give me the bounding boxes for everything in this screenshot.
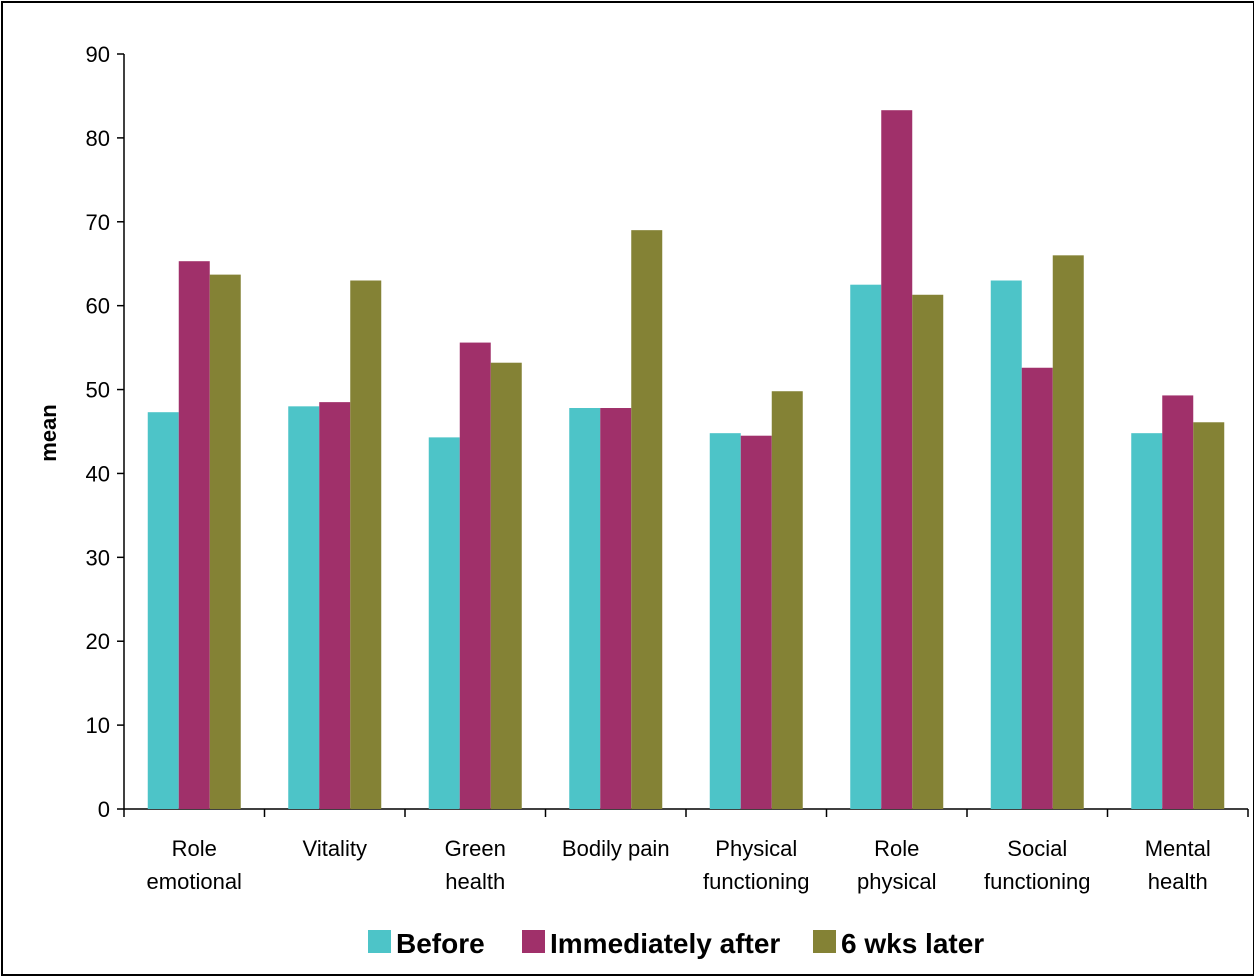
bar-6-wks-later (1052, 255, 1084, 810)
legend-item: 6 wks later (813, 928, 984, 959)
x-category-label: Bodily pain (562, 836, 670, 861)
y-tick-label: 70 (86, 210, 110, 235)
bar-immediately-after (881, 110, 913, 809)
bar-6-wks-later (1193, 422, 1225, 809)
legend-label: Before (396, 928, 485, 959)
y-tick-label: 10 (86, 713, 110, 738)
y-tick-label: 50 (86, 378, 110, 403)
y-tick-label: 20 (86, 629, 110, 654)
legend-label: 6 wks later (841, 928, 984, 959)
legend-swatch (522, 930, 545, 953)
bar-before (569, 408, 601, 809)
bar-before (990, 280, 1022, 809)
x-category-label: Social functioning (984, 836, 1090, 894)
bars (147, 110, 1225, 810)
legend-swatch (813, 930, 836, 953)
bar-6-wks-later (490, 362, 522, 809)
bar-before (428, 437, 460, 809)
legend-label: Immediately after (550, 928, 780, 959)
labels: 0 10 20 30 40 50 60 70 80 90 Role emotional Vitality… (86, 42, 1211, 894)
y-axis-label: mean (36, 404, 61, 461)
bar-before (1131, 433, 1163, 809)
y-tick-label: 0 (98, 797, 110, 822)
x-category-label: Physical functioning (703, 836, 809, 894)
bar-before (850, 284, 882, 809)
bar-6-wks-later (350, 280, 382, 809)
bar-6-wks-later (209, 274, 241, 809)
bar-immediately-after (1162, 395, 1194, 809)
y-tick-label: 40 (86, 461, 110, 486)
x-category-label: Green health (445, 836, 506, 894)
bar-immediately-after (178, 261, 210, 809)
y-tick-label: 90 (86, 42, 110, 67)
x-category-label: Role emotional (147, 836, 242, 894)
bar-before (709, 433, 741, 809)
bar-immediately-after (459, 342, 491, 809)
x-category-label: Role physical (857, 836, 936, 894)
bar-6-wks-later (912, 294, 944, 809)
y-tick-label: 30 (86, 545, 110, 570)
legend-swatch (368, 930, 391, 953)
bar-6-wks-later (631, 230, 663, 809)
x-category-label: Mental health (1145, 836, 1211, 894)
y-tick-label: 80 (86, 126, 110, 151)
x-category-label: Vitality (303, 836, 367, 861)
bar-immediately-after (740, 435, 772, 809)
legend-item: Before (368, 928, 485, 959)
bar-immediately-after (1021, 367, 1053, 809)
legend: Before Immediately after 6 wks later (368, 928, 984, 959)
bar-immediately-after (600, 408, 632, 809)
legend-item: Immediately after (522, 928, 780, 959)
bar-before (147, 412, 179, 809)
bar-immediately-after (319, 402, 351, 809)
bar-before (288, 406, 320, 809)
bar-6-wks-later (771, 391, 803, 809)
y-tick-label: 60 (86, 294, 110, 319)
